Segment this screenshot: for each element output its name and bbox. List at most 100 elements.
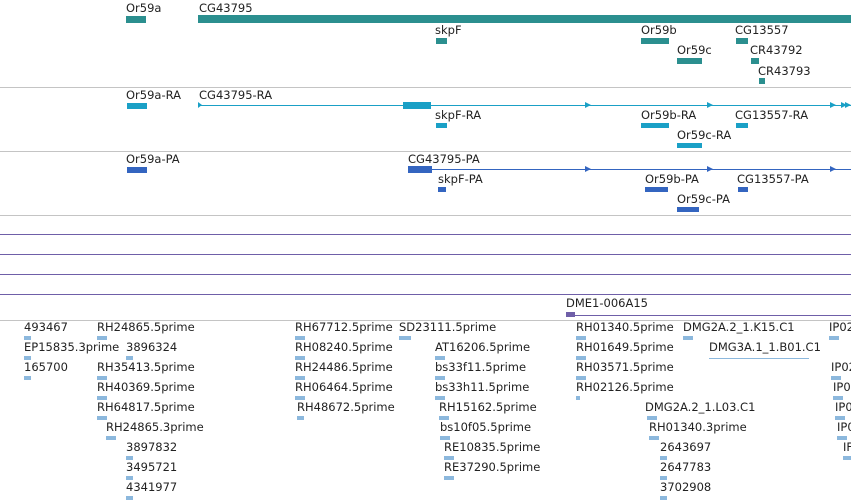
est-label[interactable]: 3896324 <box>126 340 178 354</box>
est-label[interactable]: SD23111.5prime <box>399 320 497 334</box>
est-label[interactable]: RH08240.5prime <box>295 340 393 354</box>
protein-skpf[interactable] <box>438 187 446 192</box>
gene-cg13557[interactable] <box>736 38 748 44</box>
est-feature[interactable] <box>97 336 107 340</box>
est-label[interactable]: EP15835.3prime <box>24 340 120 354</box>
est-feature[interactable] <box>660 496 667 500</box>
transcript-cg43795-intron[interactable] <box>198 105 851 106</box>
est-feature[interactable] <box>576 356 586 360</box>
gene-or59a[interactable] <box>126 16 146 23</box>
est-label[interactable]: 493467 <box>24 320 68 334</box>
gene-cr43792[interactable] <box>751 58 759 64</box>
est-feature[interactable] <box>97 396 107 400</box>
protein-label-or59a[interactable]: Or59a-PA <box>126 152 180 166</box>
est-label[interactable]: RH06464.5prime <box>295 380 393 394</box>
est-feature[interactable] <box>295 356 305 360</box>
gene-label-cg13557[interactable]: CG13557 <box>735 23 789 37</box>
protein-label-or59c[interactable]: Or59c-PA <box>677 192 730 206</box>
protein-label-or59b[interactable]: Or59b-PA <box>645 172 699 186</box>
clone-span[interactable] <box>566 315 851 316</box>
est-label[interactable]: RH02126.5prime <box>576 380 674 394</box>
protein-cg43795-exon[interactable] <box>408 166 432 173</box>
protein-or59b[interactable] <box>645 187 668 192</box>
transcript-label-skpf[interactable]: skpF-RA <box>435 108 482 122</box>
protein-label-skpf[interactable]: skpF-PA <box>438 172 483 186</box>
transcript-label-or59b[interactable]: Or59b-RA <box>641 108 697 122</box>
est-label[interactable]: RH15162.5prime <box>439 400 537 414</box>
est-feature[interactable] <box>576 376 586 380</box>
transcript-label-cg43795[interactable]: CG43795-RA <box>199 88 273 102</box>
gene-label-or59b[interactable]: Or59b <box>641 23 677 37</box>
protein-cg13557[interactable] <box>738 187 748 192</box>
est-feature[interactable] <box>126 476 133 480</box>
est-label[interactable]: DMG2A.2_1.K15.C1 <box>683 320 795 334</box>
est-feature[interactable] <box>843 456 851 460</box>
est-feature[interactable] <box>444 456 454 460</box>
est-label[interactable]: RH40369.5prime <box>97 380 195 394</box>
est-feature[interactable] <box>647 416 657 420</box>
est-label[interactable]: RH01340.5prime <box>576 320 674 334</box>
gene-label-cr43792[interactable]: CR43792 <box>750 43 803 57</box>
est-label[interactable]: 2647783 <box>660 460 712 474</box>
est-label[interactable]: 3702908 <box>660 480 712 494</box>
transcript-or59c[interactable] <box>677 143 702 148</box>
est-label[interactable]: RH03571.5prime <box>576 360 674 374</box>
est-feature[interactable] <box>435 396 445 400</box>
est-feature[interactable] <box>24 376 31 380</box>
est-feature[interactable] <box>295 376 305 380</box>
est-label[interactable]: DMG3A.1_1.B01.C1 <box>709 340 821 354</box>
est-label[interactable]: RH24865.3prime <box>106 420 204 434</box>
transcript-cg43795-exon[interactable] <box>403 102 431 109</box>
protein-or59c[interactable] <box>677 207 699 212</box>
est-label[interactable]: IF <box>843 440 851 454</box>
gene-skpf[interactable] <box>436 38 447 44</box>
est-feature[interactable] <box>439 416 449 420</box>
gene-or59c[interactable] <box>677 58 702 64</box>
est-label[interactable]: IP0 <box>835 400 851 414</box>
est-feature[interactable] <box>435 376 445 380</box>
est-label[interactable]: RH35413.5prime <box>97 360 195 374</box>
est-feature[interactable] <box>126 356 133 360</box>
gene-or59b[interactable] <box>641 38 669 44</box>
est-feature[interactable] <box>683 336 693 340</box>
protein-or59a[interactable] <box>127 167 147 173</box>
transcript-or59a[interactable] <box>127 103 147 109</box>
est-feature[interactable] <box>435 356 445 360</box>
est-label[interactable]: RH01649.5prime <box>576 340 674 354</box>
est-feature[interactable] <box>660 476 667 480</box>
clone-start-marker[interactable] <box>566 312 575 317</box>
est-feature[interactable] <box>126 496 133 500</box>
est-label[interactable]: RH67712.5prime <box>295 320 393 334</box>
est-feature[interactable] <box>106 436 116 440</box>
gene-label-or59c[interactable]: Or59c <box>677 43 712 57</box>
est-feature[interactable] <box>440 436 450 440</box>
protein-label-cg13557[interactable]: CG13557-PA <box>737 172 809 186</box>
est-feature[interactable] <box>24 356 31 360</box>
est-label[interactable]: bs10f05.5prime <box>440 420 532 434</box>
est-feature[interactable] <box>97 376 107 380</box>
gene-cg43795[interactable] <box>198 15 851 23</box>
est-label[interactable]: RH01340.3prime <box>649 420 747 434</box>
est-feature[interactable] <box>295 396 305 400</box>
est-label[interactable]: RE37290.5prime <box>444 460 541 474</box>
est-feature[interactable] <box>835 416 845 420</box>
est-feature[interactable] <box>97 416 107 420</box>
transcript-cg13557[interactable] <box>736 123 748 128</box>
est-feature[interactable] <box>831 376 841 380</box>
transcript-label-or59c[interactable]: Or59c-RA <box>677 128 732 142</box>
est-label[interactable]: 3495721 <box>126 460 178 474</box>
est-feature[interactable] <box>709 358 809 359</box>
est-feature[interactable] <box>24 336 31 340</box>
est-label[interactable]: 3897832 <box>126 440 178 454</box>
est-feature[interactable] <box>399 336 411 340</box>
transcript-skpf[interactable] <box>436 123 447 128</box>
est-feature[interactable] <box>444 476 454 480</box>
est-label[interactable]: 2643697 <box>660 440 712 454</box>
gene-label-cg43795[interactable]: CG43795 <box>199 1 253 15</box>
gene-cr43793[interactable] <box>759 78 765 84</box>
est-feature[interactable] <box>833 396 843 400</box>
gene-label-cr43793[interactable]: CR43793 <box>758 64 811 78</box>
est-feature[interactable] <box>297 416 304 420</box>
est-feature[interactable] <box>829 336 839 340</box>
est-feature[interactable] <box>660 456 667 460</box>
